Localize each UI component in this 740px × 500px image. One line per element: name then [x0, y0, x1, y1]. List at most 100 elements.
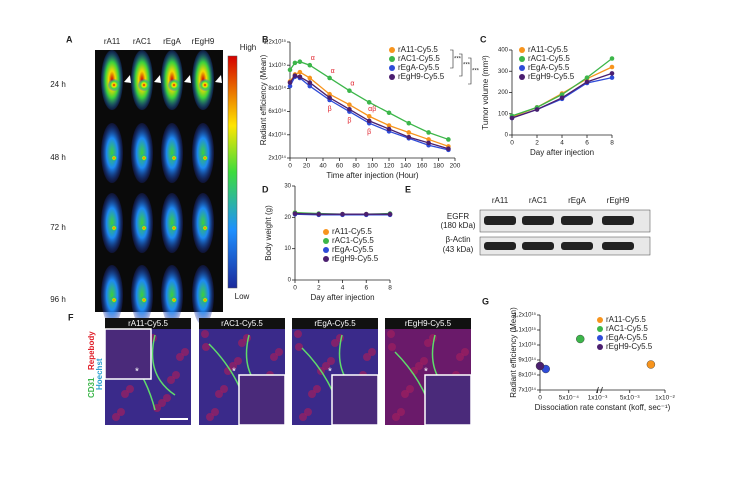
legend-swatch [389, 56, 395, 62]
nucleus [420, 357, 428, 365]
signal [140, 154, 148, 162]
legend-label: rEgH9-Cy5.5 [398, 72, 445, 81]
nucleus [220, 385, 228, 393]
band [561, 242, 593, 250]
data-point [609, 56, 615, 61]
data-point [406, 134, 412, 140]
data-point [287, 80, 293, 85]
image-title: rEgH9-Cy5.5 [405, 319, 452, 328]
nucleus [229, 362, 237, 370]
point-label: α [350, 81, 354, 88]
legend-swatch [323, 247, 329, 253]
signal [140, 224, 148, 232]
x-tick-label: 0 [288, 163, 292, 170]
y-tick-label: 8x10¹⁴ [268, 85, 286, 92]
data-point [297, 74, 303, 80]
nucleus [424, 339, 432, 347]
data-point [386, 110, 392, 116]
x-tick-label: 20 [303, 163, 311, 170]
nucleus [397, 408, 405, 416]
data-point [292, 73, 298, 78]
mouse [101, 193, 123, 253]
mouse [161, 193, 183, 253]
row-label: 48 h [50, 153, 66, 162]
stain-label: Repebody [87, 331, 96, 370]
nucleus [117, 408, 125, 416]
signal [140, 296, 148, 304]
mouse [192, 193, 214, 253]
mouse [131, 265, 153, 325]
nucleus [121, 390, 129, 398]
x-tick-label: 5x10⁻³ [620, 395, 641, 402]
x-tick-label: 40 [319, 163, 327, 170]
mouse [131, 193, 153, 253]
data-point [426, 137, 431, 142]
legend-swatch [519, 47, 525, 53]
signal [138, 79, 150, 91]
data-point [307, 80, 313, 85]
significance: *** [463, 63, 471, 69]
legend-label: rEgA-Cy5.5 [332, 245, 374, 254]
x-tick-label: 6 [364, 285, 368, 292]
x-tick-label: 60 [336, 163, 344, 170]
column-label: rEgH9 [192, 37, 215, 46]
image-title: rAC1-Cy5.5 [221, 319, 263, 328]
data-point [327, 95, 332, 100]
data-point [446, 146, 451, 152]
band [561, 216, 593, 225]
data-point [609, 71, 615, 76]
marker: * [328, 367, 332, 378]
legend-swatch [323, 229, 329, 235]
band [522, 216, 554, 225]
legend-swatch [323, 256, 329, 262]
row-label: 24 h [50, 80, 66, 89]
band [484, 216, 516, 225]
data-point [406, 130, 412, 135]
point-label: α [311, 55, 315, 62]
image-title: rA11-Cy5.5 [128, 319, 168, 328]
mouse [161, 123, 183, 183]
legend-swatch [597, 335, 603, 341]
nucleus [202, 343, 210, 351]
y-tick-label: 7x10¹⁴ [518, 387, 536, 394]
data-point [584, 75, 590, 80]
mouse [131, 123, 153, 183]
band-size: (180 kDa) [440, 221, 475, 230]
x-tick-label: 2 [535, 140, 539, 147]
legend-swatch [389, 65, 395, 71]
y-axis-label: Body weight (g) [264, 205, 273, 261]
x-tick-label: 120 [384, 163, 395, 170]
legend-swatch [519, 56, 525, 62]
legend-label: rAC1-Cy5.5 [606, 324, 648, 333]
nucleus [275, 348, 283, 356]
inset [424, 374, 472, 426]
nucleus [234, 357, 242, 365]
series-line [289, 76, 449, 151]
signal [110, 154, 118, 162]
data-point [559, 92, 565, 97]
significance: *** [472, 69, 480, 75]
data-point [316, 211, 322, 217]
nucleus [388, 343, 396, 351]
legend-swatch [597, 326, 603, 332]
y-tick-label: 2x10¹⁴ [268, 155, 286, 162]
legend-label: rAC1-Cy5.5 [332, 236, 374, 245]
data-point [297, 69, 303, 75]
data-point [534, 107, 540, 112]
x-tick-label: 4 [560, 140, 564, 147]
title-strip [385, 318, 471, 329]
title-strip [292, 318, 378, 329]
data-point [292, 60, 298, 66]
legend-swatch [597, 317, 603, 323]
data-point [297, 59, 303, 65]
nucleus [299, 413, 307, 421]
nucleus [201, 330, 209, 338]
signal [201, 224, 209, 232]
signal [110, 296, 118, 304]
signal [168, 79, 180, 91]
arrowhead [215, 75, 222, 83]
legend-label: rEgA-Cy5.5 [398, 63, 440, 72]
nucleus [456, 353, 464, 361]
data-point [446, 137, 451, 142]
nucleus [294, 330, 302, 338]
